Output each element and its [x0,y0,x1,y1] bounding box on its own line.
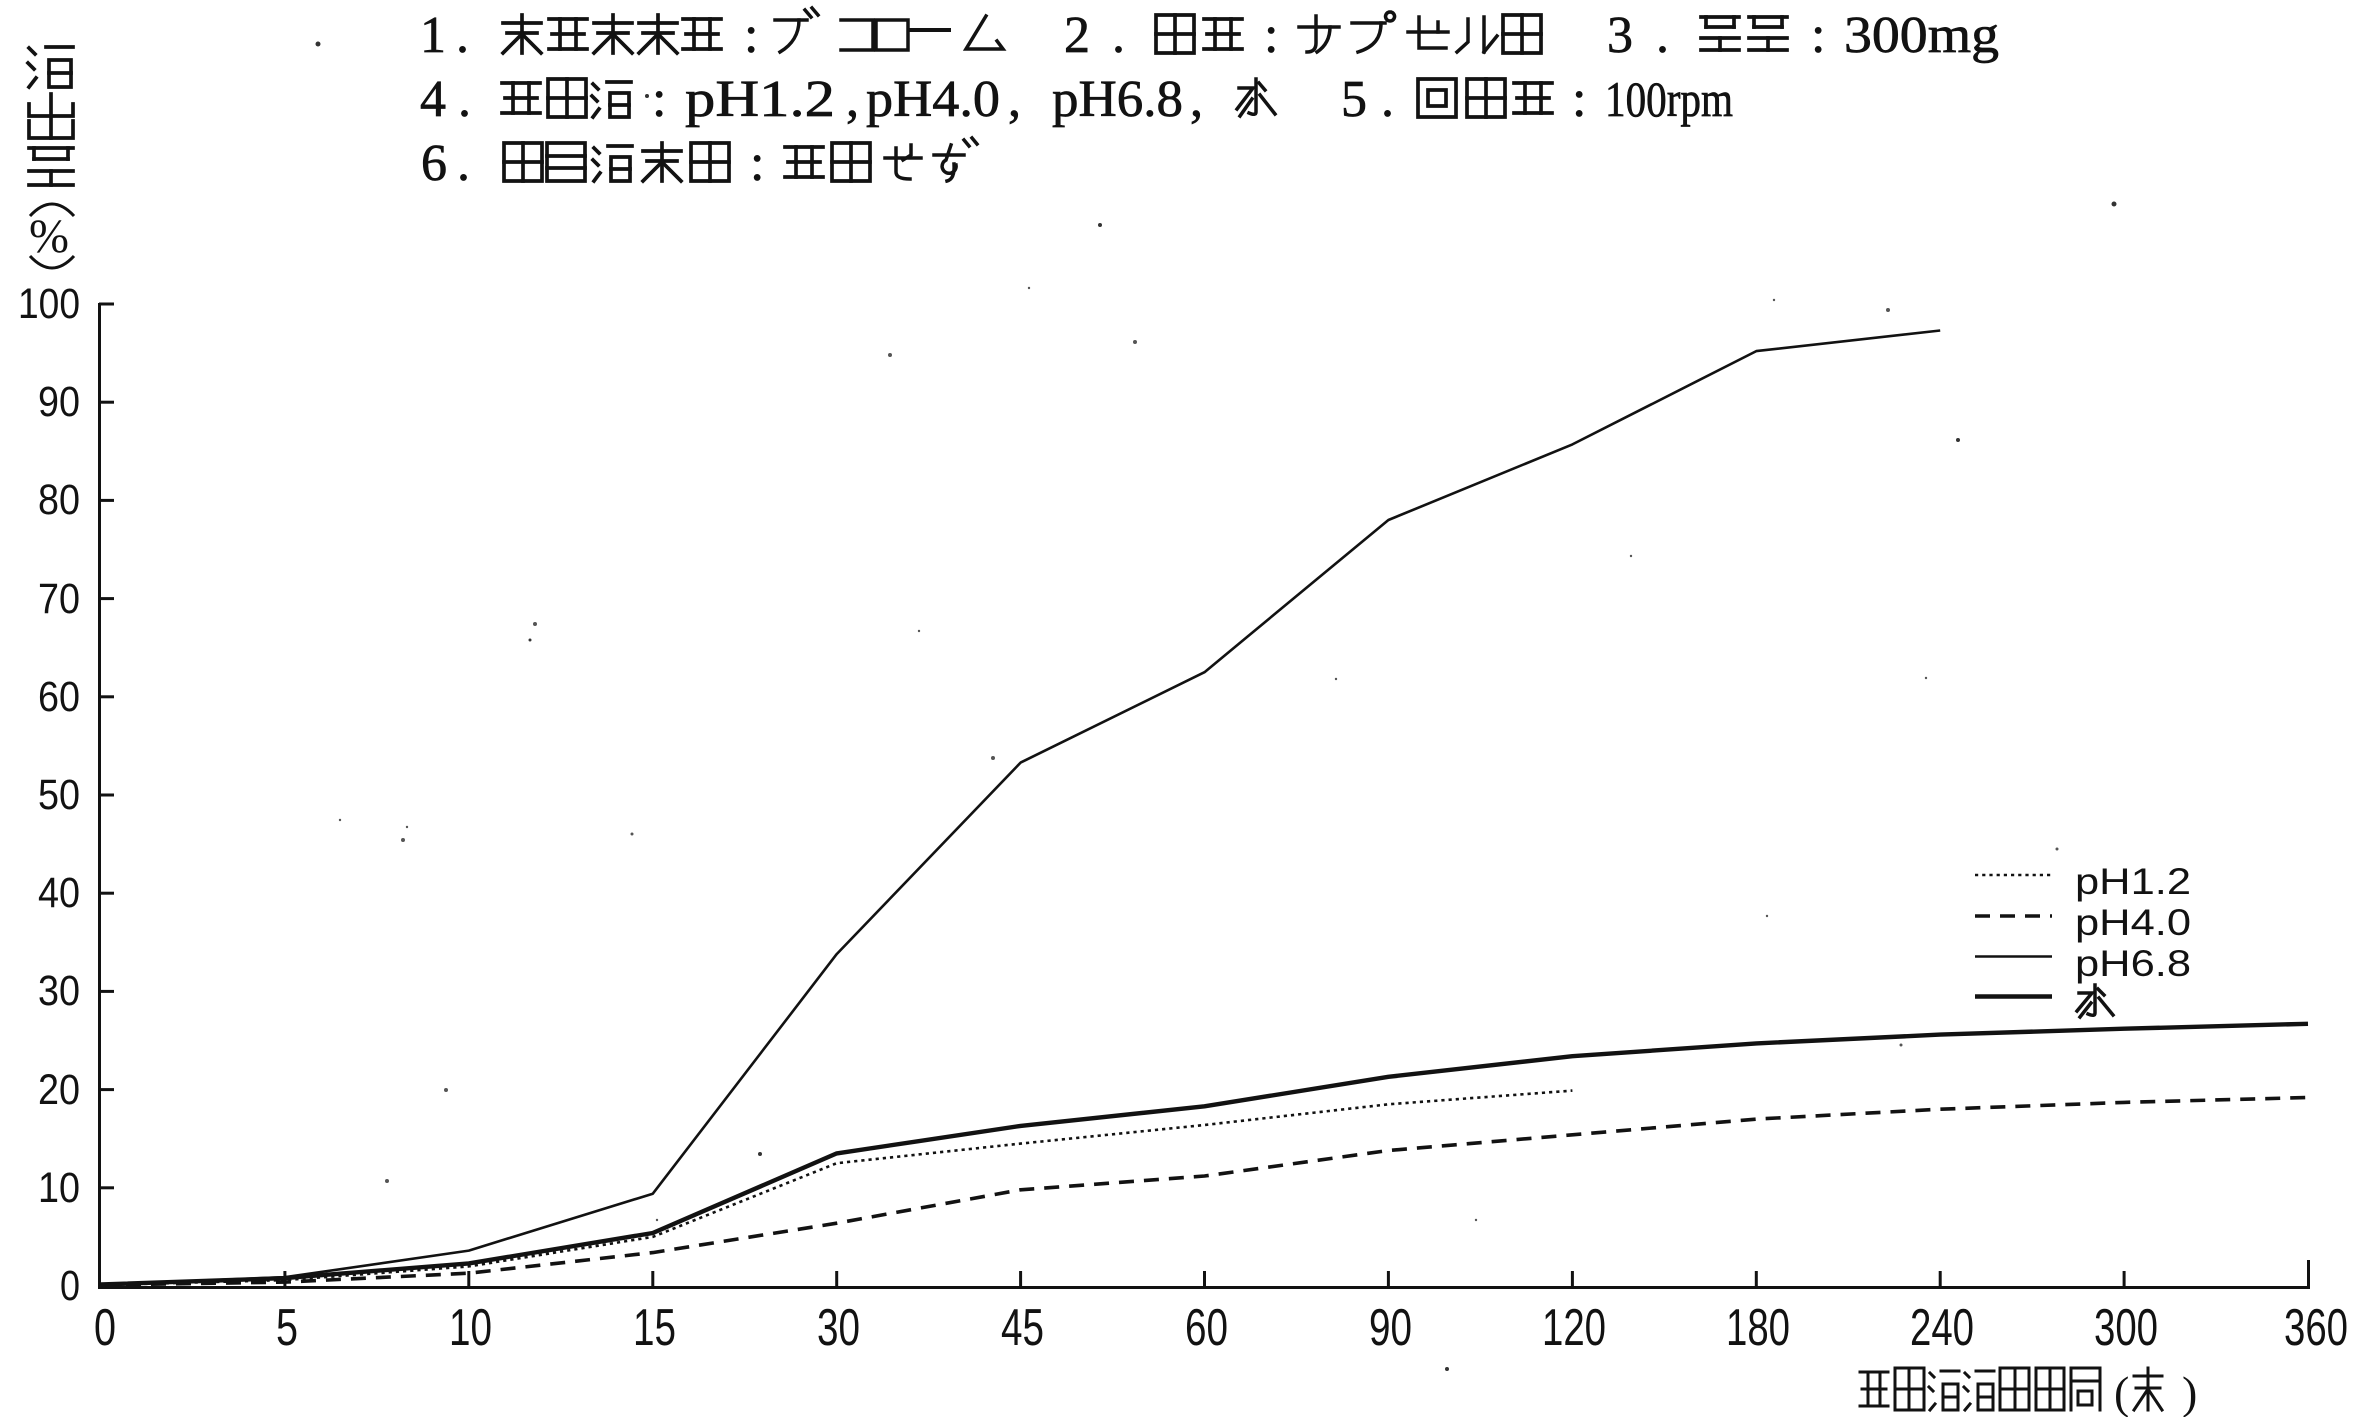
svg-text:80: 80 [38,476,80,524]
svg-text:pH6.8: pH6.8 [2075,943,2191,984]
svg-text:5: 5 [276,1299,298,1357]
svg-text:pH4.0: pH4.0 [866,71,1000,128]
svg-text:3: 3 [1607,7,1633,64]
svg-text:5: 5 [1341,71,1367,128]
svg-text:pH6.8: pH6.8 [1052,71,1183,128]
svg-text:0: 0 [94,1299,116,1357]
svg-text:.: . [1381,71,1394,128]
svg-text:45: 45 [1001,1299,1044,1357]
svg-text:pH4.0: pH4.0 [2075,902,2191,943]
svg-text:10: 10 [38,1164,80,1212]
svg-text:pH1.2: pH1.2 [685,71,835,128]
svg-text:4: 4 [420,71,446,128]
svg-text:90: 90 [38,378,80,426]
svg-text:): ) [2182,1367,2197,1417]
svg-text:100rpm: 100rpm [1605,71,1733,127]
svg-text:.: . [1656,7,1669,64]
svg-text:40: 40 [38,869,80,917]
svg-text:30: 30 [817,1299,860,1357]
svg-text:%: % [29,210,69,263]
svg-text::: : [1572,71,1586,128]
svg-text:1: 1 [420,7,446,64]
svg-text:240: 240 [1910,1299,1974,1357]
svg-text:,: , [1008,71,1021,128]
svg-text:2: 2 [1064,7,1090,64]
svg-text:.: . [458,71,471,128]
svg-text:60: 60 [1185,1299,1228,1357]
svg-text::: : [750,135,764,192]
svg-text:.: . [457,135,470,192]
svg-text:360: 360 [2284,1299,2348,1357]
svg-text:.: . [1112,7,1125,64]
svg-text:30: 30 [38,967,80,1015]
svg-text:pH1.2: pH1.2 [2075,861,2191,902]
svg-text::: : [1264,7,1278,64]
svg-text:300mg: 300mg [1844,7,1999,64]
svg-text::: : [744,7,758,64]
svg-text:180: 180 [1726,1299,1790,1357]
svg-text:90: 90 [1369,1299,1412,1357]
svg-text:(: ( [2114,1367,2129,1417]
svg-text:,: , [846,71,859,128]
svg-text:300: 300 [2094,1299,2158,1357]
svg-text:100: 100 [18,280,80,328]
svg-text::: : [652,71,666,128]
svg-text:10: 10 [449,1299,492,1357]
svg-text:70: 70 [38,575,80,623]
svg-text:15: 15 [633,1299,676,1357]
svg-text:0: 0 [60,1262,80,1310]
svg-text::: : [1811,7,1825,64]
svg-text:,: , [1190,71,1203,128]
svg-text:120: 120 [1542,1299,1606,1357]
svg-text:50: 50 [38,771,80,819]
svg-text:60: 60 [38,673,80,721]
svg-text:20: 20 [38,1066,80,1114]
svg-text:6: 6 [421,135,447,192]
svg-text:.: . [456,7,469,64]
